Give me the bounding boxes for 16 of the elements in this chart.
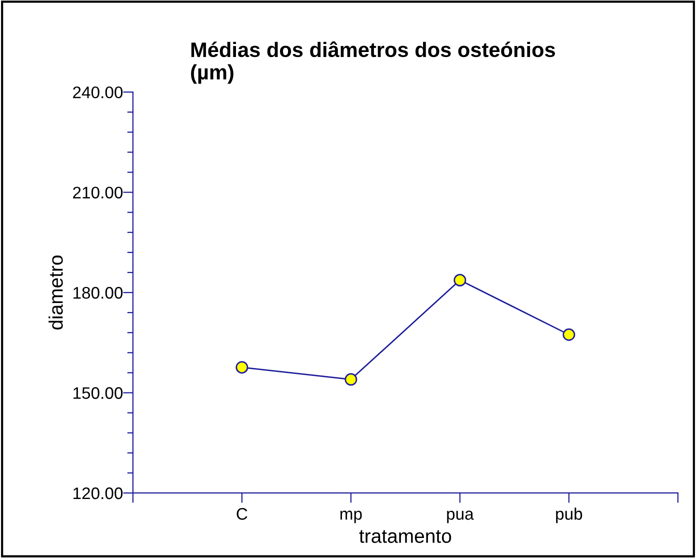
x-tick-label: pua	[447, 510, 474, 524]
x-tick-label: C	[236, 508, 248, 520]
y-axis-title: diametro	[48, 256, 63, 330]
y-tick-label: 120.00	[74, 487, 123, 500]
x-tick-label: pub	[556, 508, 582, 524]
y-tick-label: 150.00	[74, 387, 123, 399]
chart-title: Médias dos diâmetros dos osteónios (µm)	[191, 41, 555, 84]
y-tick-label: 180.00	[74, 286, 123, 299]
point	[454, 274, 466, 286]
point	[344, 373, 358, 386]
x-tick-label: mp	[340, 510, 362, 524]
point	[562, 328, 576, 341]
point	[236, 361, 248, 374]
y-tick-label: 240.00	[73, 86, 123, 98]
x-axis-title: tratamento	[359, 530, 452, 543]
y-tick-label: 210.00	[73, 186, 123, 199]
